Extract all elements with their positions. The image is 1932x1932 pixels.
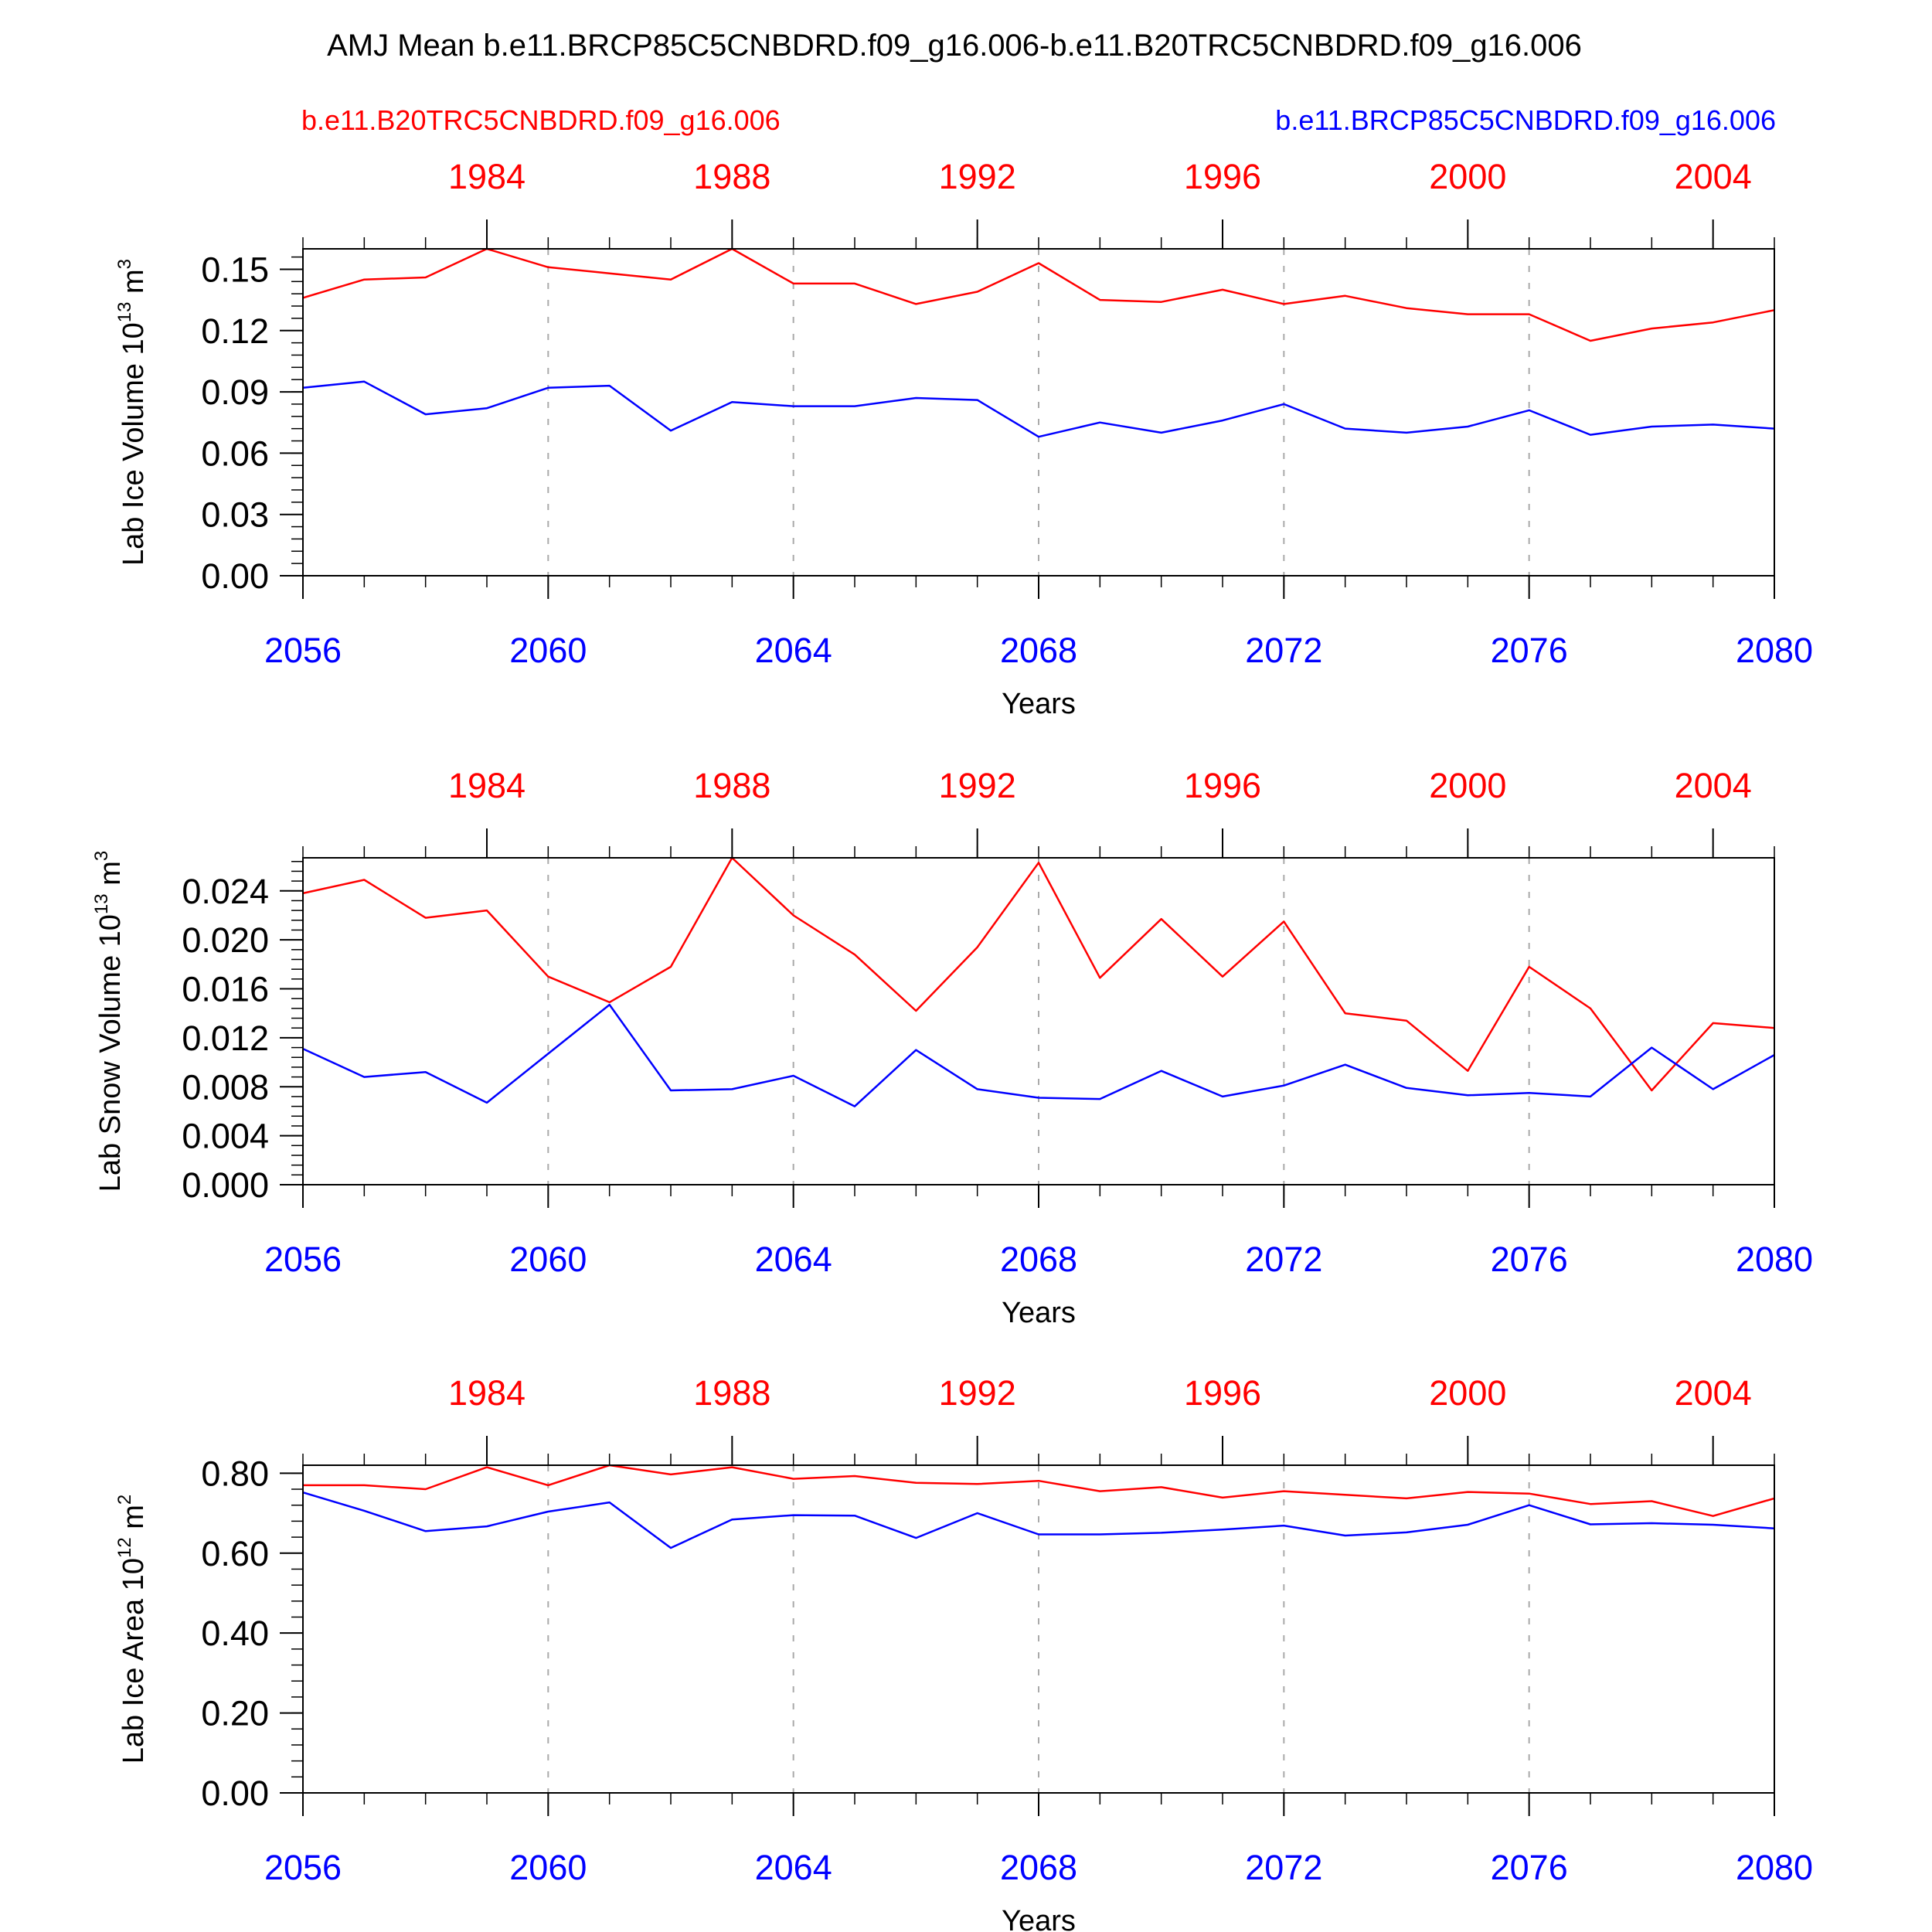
x-bottom-tick-label: 2068 (1000, 1240, 1077, 1279)
y-tick-label: 0.15 (201, 250, 269, 289)
y-axis-title-prefix: Lab Snow Volume 10 (94, 914, 127, 1192)
y-tick-label: 0.12 (201, 311, 269, 351)
y-tick-label: 0.012 (182, 1019, 269, 1058)
panels: 0.00 0.03 0.06 0.09 0.12 0.15 2056 2060 2064 2068… (91, 157, 1813, 1932)
y-axis-title-unit: m (117, 1505, 150, 1537)
x-bottom-tick-label: 2060 (509, 631, 587, 670)
y-tick-label: 0.06 (201, 434, 269, 473)
x-top-tick-label: 2000 (1429, 157, 1506, 196)
x-top-tick-label: 1996 (1184, 1373, 1261, 1413)
y-axis-title-unit-exponent: 3 (91, 851, 112, 861)
y-axis-title-prefix: Lab Ice Area 10 (117, 1558, 150, 1764)
x-top-tick-label: 1996 (1184, 766, 1261, 805)
x-bottom-tick-label: 2080 (1736, 1240, 1813, 1279)
x-top-tick-label: 2000 (1429, 1373, 1506, 1413)
series-line-historical (302, 247, 1775, 342)
x-bottom-tick-label: 2056 (264, 1240, 342, 1279)
y-axis-title-unit: m (94, 861, 127, 893)
y-axis-title-exponent: 13 (114, 302, 135, 323)
x-top-tick-label: 1988 (693, 157, 770, 196)
y-axis-title: Lab Snow Volume 1013 m3 (91, 851, 127, 1192)
x-bottom-tick-label: 2080 (1736, 631, 1813, 670)
x-bottom-tick-label: 2068 (1000, 631, 1077, 670)
y-tick-label: 0.020 (182, 920, 269, 960)
series-line-future (302, 1492, 1775, 1549)
x-top-tick-label: 1992 (939, 766, 1016, 805)
x-top-tick-label: 2000 (1429, 766, 1506, 805)
y-tick-label: 0.00 (201, 1774, 269, 1813)
x-top-tick-label: 1988 (693, 766, 770, 805)
y-tick-label: 0.80 (201, 1454, 269, 1493)
x-top-tick-label: 2004 (1675, 1373, 1752, 1413)
y-tick-label: 0.40 (201, 1614, 269, 1653)
x-bottom-tick-label: 2056 (264, 1848, 342, 1887)
x-axis-title: Years (1002, 688, 1076, 720)
x-bottom-tick-label: 2076 (1491, 1848, 1568, 1887)
x-bottom-tick-label: 2080 (1736, 1848, 1813, 1887)
y-axis-title-prefix: Lab Ice Volume 10 (117, 322, 150, 566)
x-top-tick-label: 1996 (1184, 157, 1261, 196)
x-bottom-tick-label: 2064 (755, 1240, 832, 1279)
x-bottom-tick-label: 2072 (1245, 1848, 1322, 1887)
x-top-tick-label: 1992 (939, 1373, 1016, 1413)
plot-frame (302, 1464, 1775, 1794)
right-case-label: b.e11.BRCP85C5CNBDRD.f09_g16.006 (1275, 104, 1776, 136)
figure-title: AMJ Mean b.e11.BRCP85C5CNBDRD.f09_g16.00… (327, 29, 1582, 63)
y-tick-label: 0.004 (182, 1117, 269, 1156)
x-bottom-tick-label: 2072 (1245, 1240, 1322, 1279)
y-axis-title-unit-exponent: 3 (114, 259, 135, 269)
x-top-tick-label: 2004 (1675, 157, 1752, 196)
y-axis-title-unit-exponent: 2 (114, 1495, 135, 1505)
x-bottom-tick-label: 2056 (264, 631, 342, 670)
x-bottom-tick-label: 2072 (1245, 631, 1322, 670)
y-tick-label: 0.20 (201, 1694, 269, 1733)
x-top-tick-label: 1992 (939, 157, 1016, 196)
series-line-historical (303, 1464, 1775, 1517)
x-bottom-tick-label: 2068 (1000, 1848, 1077, 1887)
y-tick-label: 0.09 (201, 372, 269, 412)
y-axis-title-exponent: 12 (114, 1537, 135, 1558)
y-tick-label: 0.016 (182, 970, 269, 1009)
series-line-future (302, 380, 1775, 438)
x-top-tick-label: 1984 (448, 766, 526, 805)
x-axis-title: Years (1002, 1297, 1076, 1329)
y-axis-title: Lab Ice Volume 1013 m3 (114, 259, 150, 566)
y-axis-title: Lab Ice Area 1012 m2 (114, 1495, 150, 1764)
left-case-label: b.e11.B20TRC5CNBDRD.f09_g16.006 (301, 104, 781, 136)
y-tick-label: 0.024 (182, 872, 269, 911)
y-tick-label: 0.03 (201, 495, 269, 535)
x-top-tick-label: 1988 (693, 1373, 770, 1413)
series-line-historical (302, 856, 1775, 1092)
panel-1: 0.00 0.03 0.06 0.09 0.12 0.15 2056 2060 2064 2068… (114, 157, 1813, 720)
y-axis-title-unit: m (117, 269, 150, 301)
x-top-tick-label: 2004 (1675, 766, 1752, 805)
y-axis-title-exponent: 13 (91, 893, 112, 914)
x-bottom-tick-label: 2076 (1491, 1240, 1568, 1279)
x-top-tick-label: 1984 (448, 1373, 526, 1413)
x-top-tick-label: 1984 (448, 157, 526, 196)
panel-3: 0.00 0.20 0.40 0.60 0.80 2056 2060 2064 2068 2072… (114, 1373, 1813, 1932)
x-bottom-tick-label: 2064 (755, 631, 832, 670)
y-tick-label: 0.00 (201, 556, 269, 596)
y-tick-label: 0.60 (201, 1534, 269, 1573)
x-bottom-tick-label: 2064 (755, 1848, 832, 1887)
series-line-future (302, 1003, 1775, 1107)
x-bottom-tick-label: 2060 (509, 1848, 587, 1887)
y-tick-label: 0.008 (182, 1067, 269, 1107)
y-tick-label: 0.000 (182, 1165, 269, 1205)
x-bottom-tick-label: 2076 (1491, 631, 1568, 670)
x-bottom-tick-label: 2060 (509, 1240, 587, 1279)
panel-2: 0.000 0.004 0.008 0.012 0.016 0.020 0.024 2056 2… (91, 766, 1813, 1329)
x-axis-title: Years (1002, 1905, 1076, 1932)
